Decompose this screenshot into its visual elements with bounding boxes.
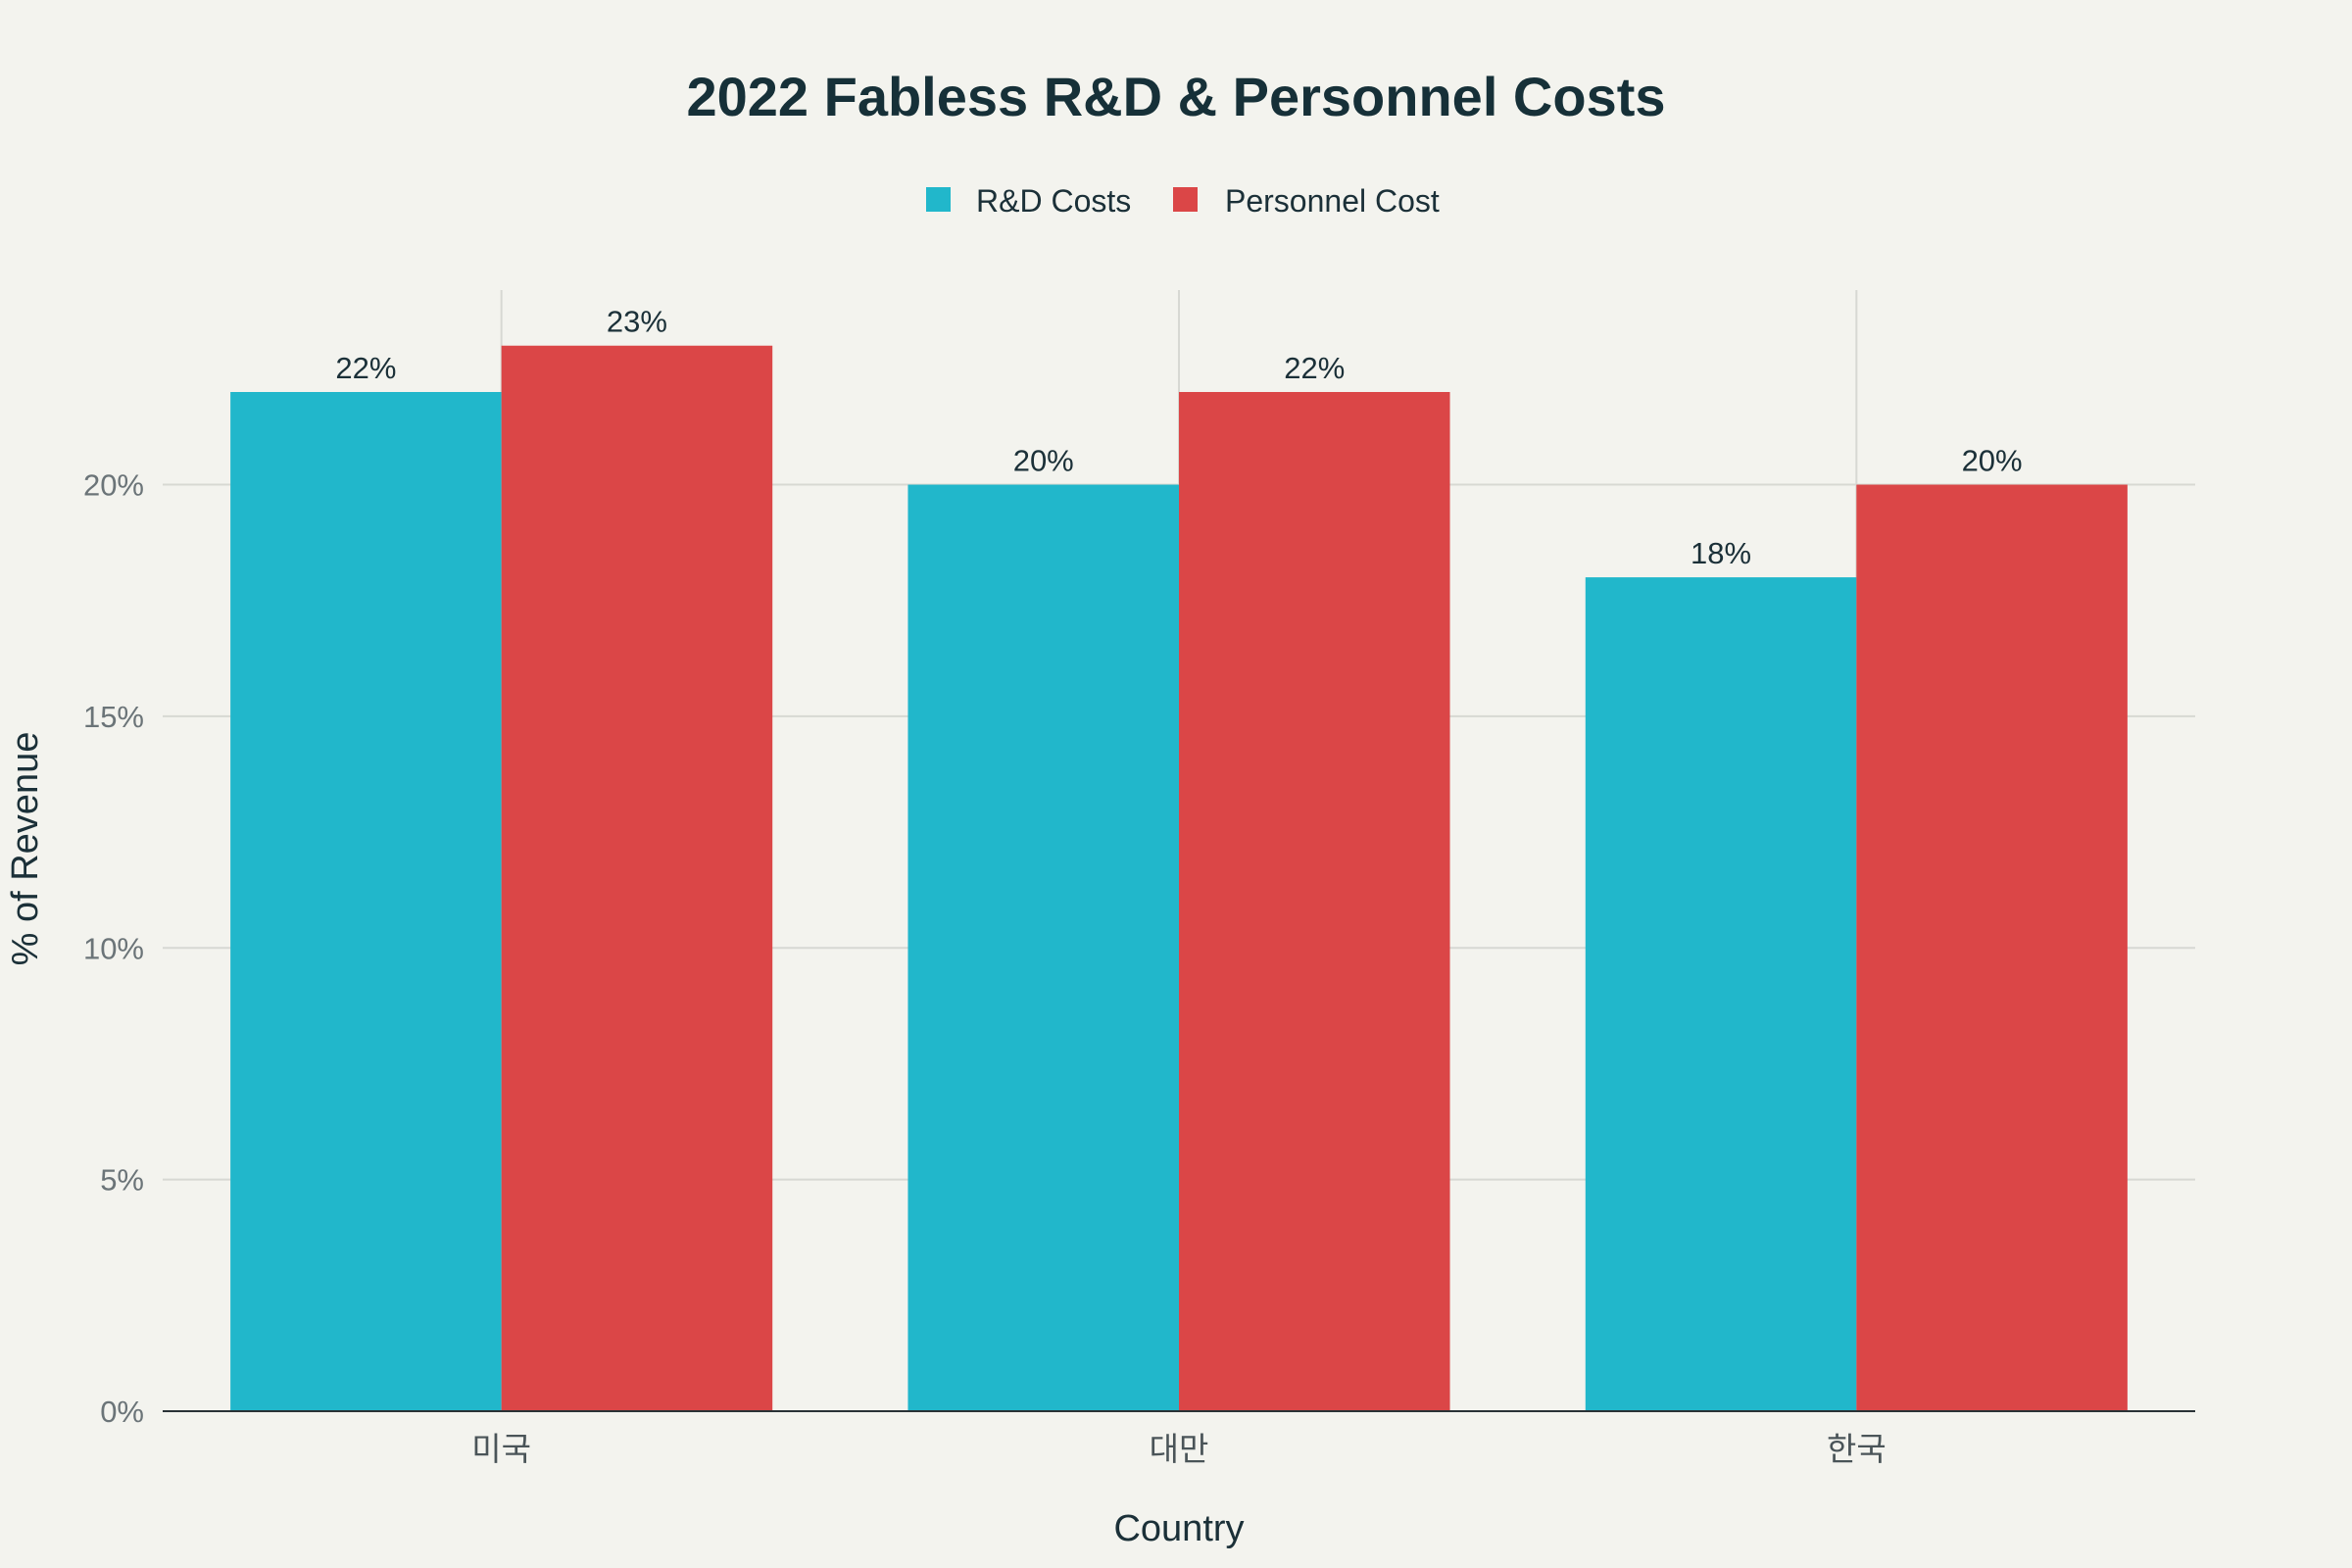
y-axis-ticks: 0% 5% 10% 15% 20% — [83, 468, 144, 1429]
y-tick-label: 15% — [83, 700, 144, 734]
legend-swatch-rd-costs — [926, 187, 951, 212]
y-tick-label: 5% — [100, 1163, 144, 1198]
x-tick-label: 한국 — [1827, 1431, 1886, 1467]
y-axis-title: % of Revenue — [5, 732, 46, 966]
x-tick-label: 미국 — [471, 1431, 531, 1467]
legend-label-personnel-cost: Personnel Cost — [1225, 183, 1440, 219]
y-tick-label: 10% — [83, 931, 144, 965]
data-label: 23% — [607, 305, 667, 339]
bar-personnel-cost[interactable] — [1179, 392, 1450, 1411]
bar-r-d-costs[interactable] — [907, 484, 1179, 1412]
x-axis-title: Country — [1113, 1508, 1244, 1549]
data-label: 20% — [1013, 444, 1074, 478]
data-label: 22% — [1284, 351, 1345, 385]
data-labels: 22% 20% 18% 23% 22% 20% — [335, 305, 2022, 570]
legend-label-rd-costs: R&D Costs — [976, 183, 1131, 219]
legend-item-rd-costs[interactable]: R&D Costs — [926, 183, 1131, 219]
data-label: 18% — [1690, 536, 1751, 570]
bar-r-d-costs[interactable] — [230, 392, 502, 1411]
data-label: 20% — [1962, 444, 2023, 478]
chart-title: 2022 Fabless R&D & Personnel Costs — [686, 66, 1665, 127]
legend: R&D Costs Personnel Cost — [926, 183, 1440, 219]
legend-swatch-personnel-cost — [1173, 187, 1198, 212]
bar-r-d-costs[interactable] — [1585, 577, 1857, 1411]
y-tick-label: 20% — [83, 468, 144, 503]
y-tick-label: 0% — [100, 1395, 144, 1429]
legend-item-personnel-cost[interactable]: Personnel Cost — [1173, 183, 1440, 219]
bars — [230, 345, 2128, 1412]
bar-personnel-cost[interactable] — [501, 345, 773, 1411]
x-tick-label: 대만 — [1150, 1431, 1209, 1467]
x-axis-categories: 미국 대만 한국 — [471, 1431, 1886, 1467]
data-label: 22% — [335, 351, 396, 385]
bar-personnel-cost[interactable] — [1856, 484, 2128, 1412]
